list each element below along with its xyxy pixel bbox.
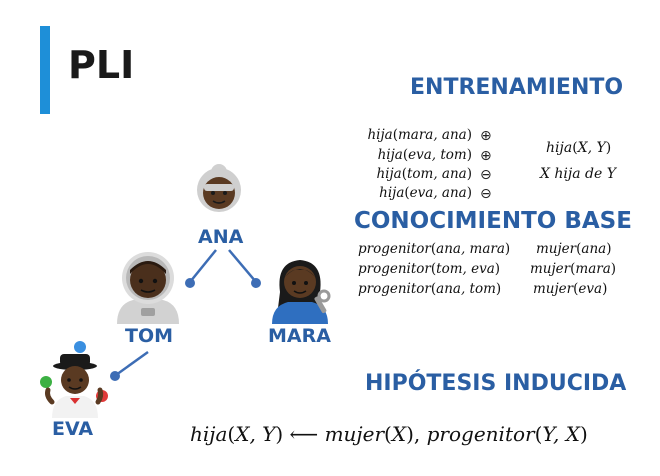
training-heading: ENTRENAMIENTO [410,75,624,100]
edge-tom-eva [115,350,149,377]
juggler-woman-icon [40,341,108,418]
positive-sign: ⊕ [480,128,492,144]
parent-fact: progenitor(ana, tom) [358,281,502,297]
woman-fact: mujer(ana) [536,241,612,257]
example-formula: hija(tom, ana) [376,166,472,182]
person-name-eva: EVA [52,418,94,440]
negative-sign: ⊖ [480,167,492,183]
background-heading: CONOCIMIENTO BASE [354,208,632,234]
target-predicate: hija(X, Y) [546,140,612,156]
woman-fact: mujer(mara) [530,261,617,277]
example-formula: hija(eva, tom) [377,147,472,163]
implication-arrow: ⟵ [289,422,319,446]
negative-sign: ⊖ [480,186,492,202]
rule-body-woman: mujer(X), [324,422,421,446]
parent-fact: progenitor(ana, mara) [358,241,511,257]
person-name-mara: MARA [268,325,331,347]
hypothesis-rule: hija(X, Y) ⟵ mujer(X), progenitor(Y, X) [190,424,588,444]
rule-body-parent: progenitor(Y, X) [426,422,588,446]
hypothesis-heading: HIPÓTESIS INDUCIDA [365,371,627,396]
rule-head: hija(X, Y) [190,422,284,446]
mechanic-woman-icon [272,260,331,324]
edge-ana-tom-dot [185,278,195,288]
accent-bar [40,26,50,114]
edge-ana-tom [189,249,217,283]
page-title: PLI [68,43,135,87]
astronaut-icon [117,252,179,324]
edge-ana-mara [228,249,257,283]
elderly-woman-icon [197,164,241,212]
example-formula: hija(mara, ana) [367,127,472,143]
target-meaning: X hija de Y [540,166,616,182]
positive-sign: ⊕ [480,148,492,164]
woman-fact: mujer(eva) [533,281,608,297]
edge-tom-eva-dot [110,371,120,381]
example-formula: hija(eva, ana) [379,185,472,201]
parent-fact: progenitor(tom, eva) [358,261,501,277]
edge-ana-mara-dot [251,278,261,288]
person-name-tom: TOM [125,325,174,347]
person-name-ana: ANA [198,226,244,248]
